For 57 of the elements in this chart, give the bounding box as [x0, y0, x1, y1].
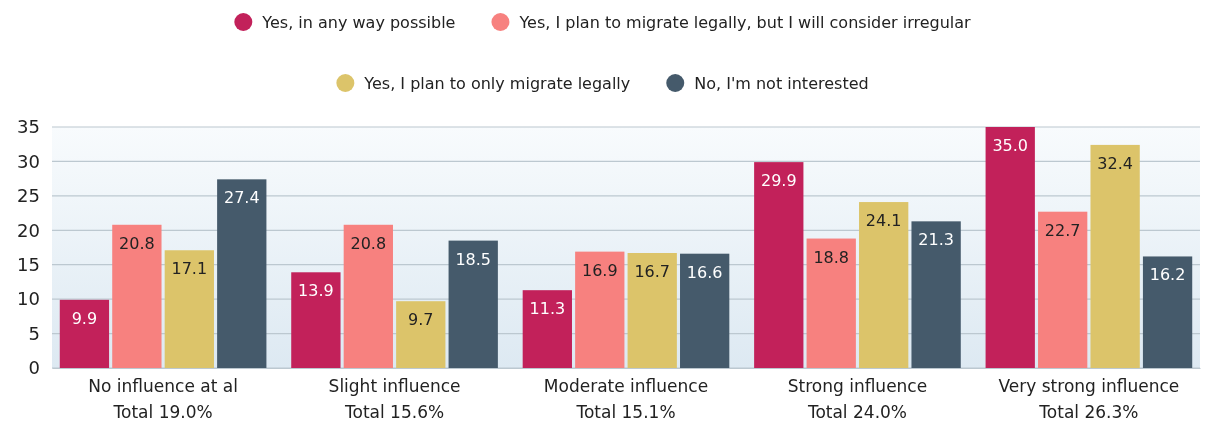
data-label: 24.1: [865, 211, 902, 231]
data-label: 22.7: [1044, 220, 1081, 240]
data-label: 16.6: [686, 262, 723, 282]
y-tick-label: 10: [17, 288, 40, 310]
data-label: 29.9: [760, 171, 797, 191]
data-label: 20.8: [350, 233, 387, 253]
legend-label: Yes, I plan to migrate legally, but I will consider irregular: [518, 13, 972, 32]
bar: [680, 253, 730, 368]
bar: [1090, 144, 1140, 368]
data-label: 9.9: [71, 308, 98, 328]
bar: [522, 290, 572, 368]
legend-label: Yes, in any way possible: [261, 13, 456, 32]
bar: [112, 224, 162, 368]
bar: [59, 299, 110, 368]
legend-label: Yes, I plan to only migrate legally: [363, 74, 631, 93]
bar: [217, 179, 267, 368]
y-tick-label: 30: [17, 150, 40, 172]
bar: [291, 272, 341, 368]
x-tick-label: Slight influence Total 15.6%: [328, 376, 461, 423]
data-label: 9.7: [408, 310, 434, 330]
data-label: 20.8: [119, 233, 155, 253]
legend-label: No, I'm not interested: [694, 74, 869, 93]
y-tick-label: 35: [17, 116, 40, 138]
bar: [985, 127, 1035, 368]
y-tick-label: 25: [17, 185, 40, 207]
bar: [754, 162, 804, 368]
bar: [396, 301, 446, 368]
bar: [1142, 256, 1193, 368]
bar: [575, 251, 625, 368]
data-label: 18.5: [455, 249, 492, 269]
y-tick-label: 5: [28, 322, 40, 344]
y-tick-label: 0: [28, 357, 40, 379]
y-tick-label: 20: [17, 219, 40, 241]
bar: [627, 253, 677, 368]
y-tick-label: 15: [17, 253, 40, 275]
x-tick-label: Very strong influence Total 26.3%: [998, 376, 1180, 423]
bar: [1038, 211, 1088, 368]
data-label: 13.9: [298, 281, 334, 301]
bar: [448, 240, 498, 368]
x-tick-label: No influence at al Total 19.0%: [88, 376, 238, 423]
data-label: 18.8: [813, 247, 850, 267]
bar: [859, 202, 909, 368]
bar: [911, 221, 961, 368]
data-label: 11.3: [529, 299, 566, 319]
data-label: 17.1: [171, 259, 208, 279]
bar: [343, 224, 393, 368]
data-label: 16.7: [634, 262, 671, 282]
data-label: 32.4: [1097, 153, 1133, 173]
bar: [806, 238, 856, 368]
data-label: 35.0: [992, 136, 1029, 155]
data-label: 16.9: [581, 260, 618, 280]
x-tick-label: Strong influence Total 24.0%: [787, 376, 928, 423]
bar: [164, 250, 214, 368]
x-tick-label: Moderate influence Total 15.1%: [543, 376, 709, 423]
data-label: 16.2: [1149, 265, 1186, 285]
data-label: 21.3: [918, 230, 954, 250]
data-label: 27.4: [223, 188, 260, 208]
